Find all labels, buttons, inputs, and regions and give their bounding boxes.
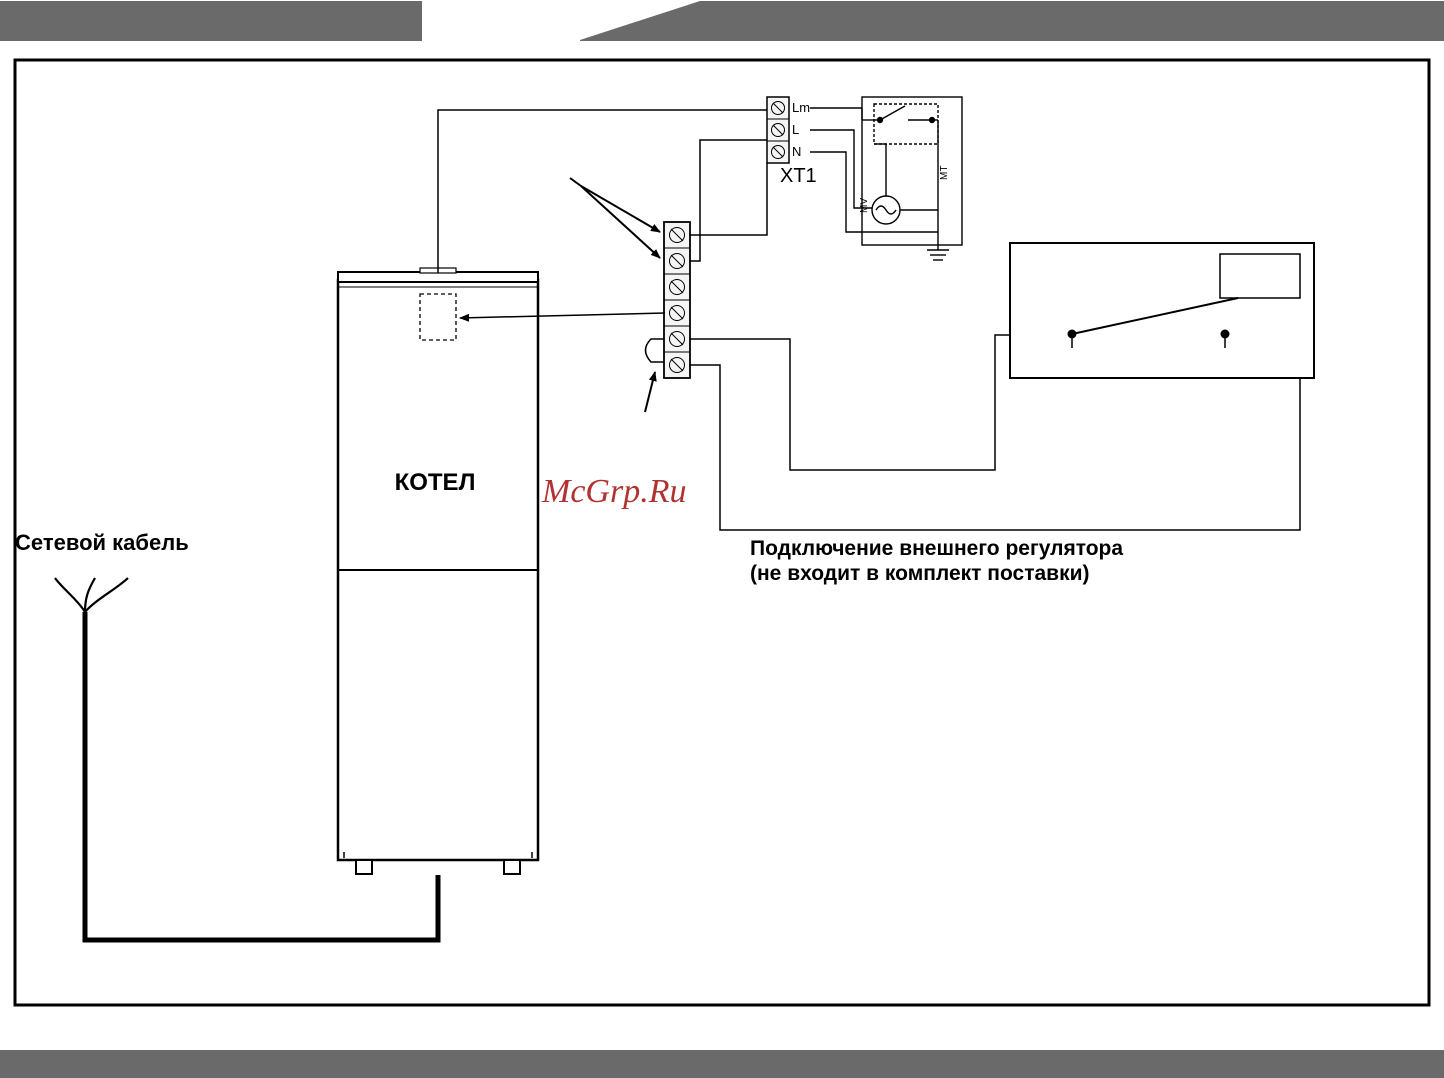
watermark: McGrp.Ru bbox=[541, 473, 686, 510]
network-cable bbox=[55, 578, 128, 612]
thermostat-label-2: (не входит в комплект поставки) bbox=[750, 562, 1090, 585]
mv-label: MV bbox=[859, 198, 870, 213]
diagram-stage: КОТЕЛ Сетевой кабель Lm L N XT1 bbox=[0, 0, 1444, 1078]
network-cable-label: Сетевой кабель bbox=[15, 530, 189, 555]
thermostat-screen bbox=[1220, 254, 1300, 298]
arrows-to-top-terminals bbox=[570, 178, 660, 258]
mt-label: MT bbox=[939, 166, 950, 180]
boiler-label: КОТЕЛ bbox=[395, 469, 476, 496]
xt1-pin-l: L bbox=[792, 122, 799, 137]
xt1-pin-lm: Lm bbox=[792, 100, 810, 115]
boiler-foot-right bbox=[504, 860, 520, 874]
outer-frame bbox=[15, 60, 1429, 1005]
boiler-foot-left bbox=[356, 860, 372, 874]
xt1-pin-n: N bbox=[792, 144, 801, 159]
arrow-to-jumper bbox=[645, 372, 655, 412]
header-wedge-left bbox=[422, 1, 532, 40]
terminal-main bbox=[664, 222, 690, 378]
header-bar-right bbox=[580, 1, 1444, 41]
boiler bbox=[338, 268, 538, 874]
jumper-loop bbox=[646, 339, 665, 362]
header-bar-left bbox=[0, 1, 422, 41]
terminal-xt1 bbox=[767, 97, 789, 163]
thermostat bbox=[1010, 243, 1314, 378]
footer-bar bbox=[0, 1050, 1444, 1078]
xt1-label: XT1 bbox=[780, 165, 817, 187]
wiring-diagram: КОТЕЛ Сетевой кабель Lm L N XT1 bbox=[0, 0, 1444, 1078]
thermostat-label-1: Подключение внешнего регулятора bbox=[750, 537, 1123, 560]
